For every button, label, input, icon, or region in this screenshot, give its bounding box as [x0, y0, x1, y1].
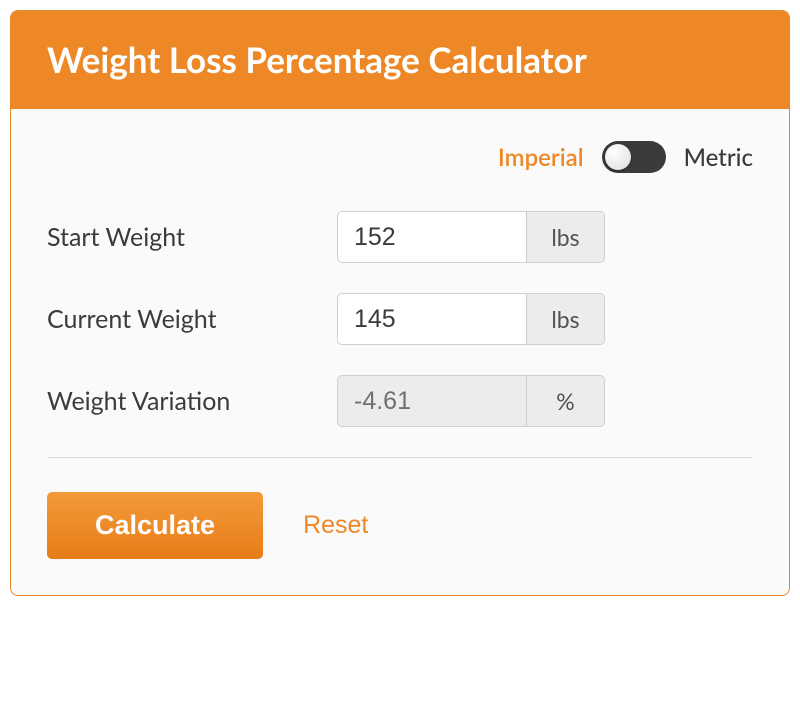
reset-button[interactable]: Reset [303, 511, 368, 540]
current-weight-label: Current Weight [47, 304, 337, 334]
start-weight-label: Start Weight [47, 222, 337, 252]
weight-variation-label: Weight Variation [47, 386, 337, 416]
current-weight-input-group: lbs [337, 293, 605, 345]
current-weight-input[interactable] [338, 294, 526, 344]
weight-variation-unit: % [526, 376, 604, 426]
unit-metric-label[interactable]: Metric [684, 143, 753, 172]
current-weight-row: Current Weight lbs [47, 293, 753, 345]
start-weight-input[interactable] [338, 212, 526, 262]
calculate-button[interactable]: Calculate [47, 492, 263, 559]
page-title: Weight Loss Percentage Calculator [47, 39, 753, 81]
current-weight-unit: lbs [526, 294, 604, 344]
card-header: Weight Loss Percentage Calculator [11, 11, 789, 109]
weight-variation-output [338, 376, 526, 426]
calculator-card: Weight Loss Percentage Calculator Imperi… [10, 10, 790, 596]
weight-variation-row: Weight Variation % [47, 375, 753, 427]
weight-variation-input-group: % [337, 375, 605, 427]
divider [47, 457, 753, 458]
unit-imperial-label[interactable]: Imperial [498, 143, 584, 172]
toggle-knob-icon [605, 144, 631, 170]
actions-row: Calculate Reset [47, 492, 753, 559]
start-weight-row: Start Weight lbs [47, 211, 753, 263]
card-body: Imperial Metric Start Weight lbs Current… [11, 109, 789, 595]
start-weight-unit: lbs [526, 212, 604, 262]
start-weight-input-group: lbs [337, 211, 605, 263]
unit-toggle-row: Imperial Metric [47, 141, 753, 173]
unit-toggle[interactable] [602, 141, 666, 173]
